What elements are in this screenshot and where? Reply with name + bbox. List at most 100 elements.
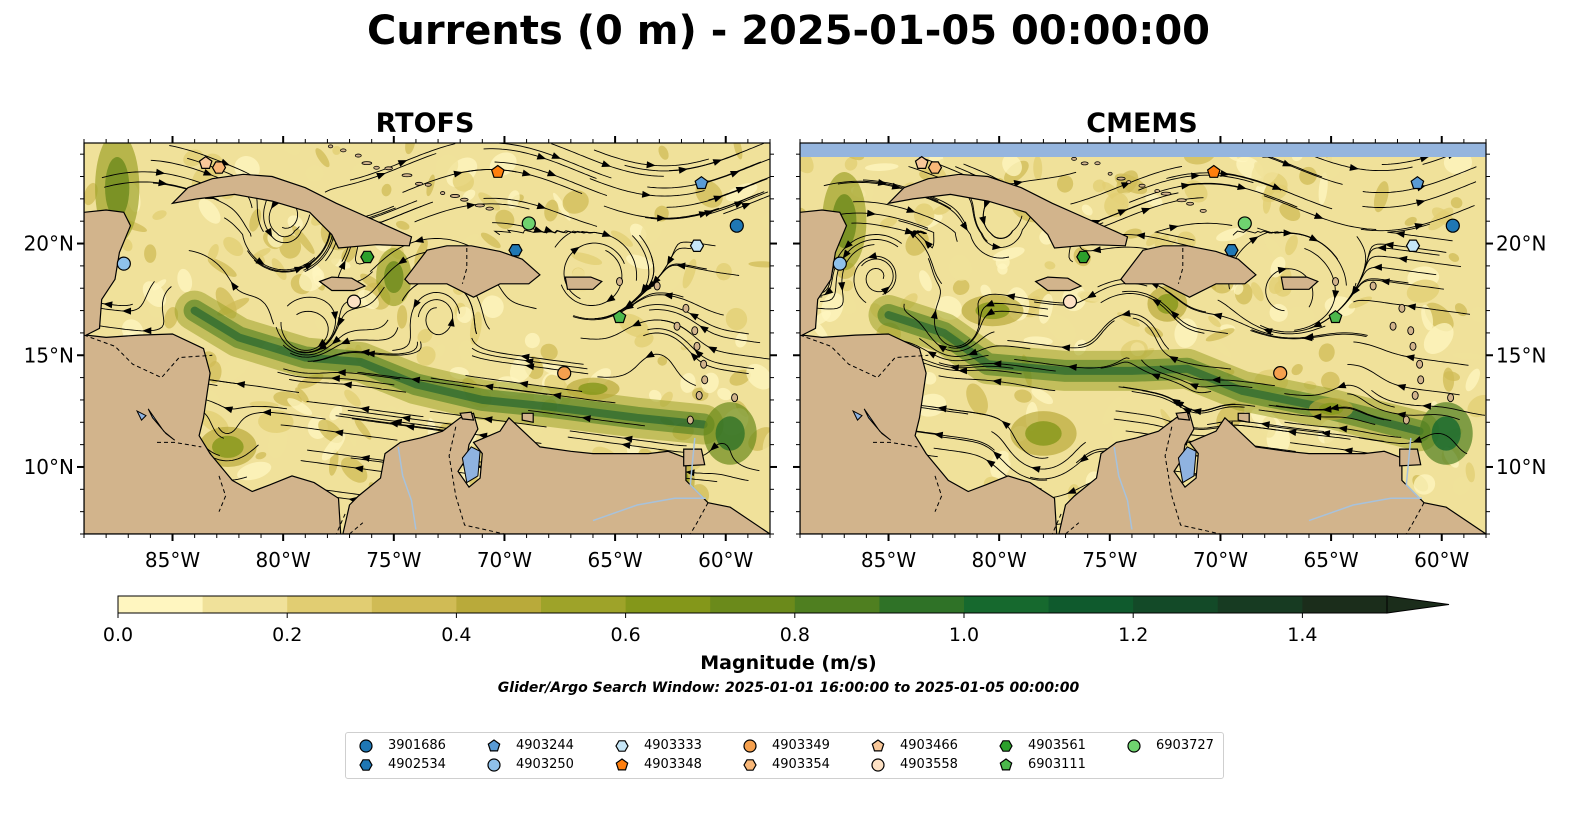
streamline-arrow	[1212, 312, 1223, 320]
colorbar-segment	[1133, 596, 1219, 613]
float-marker-4903354	[211, 161, 227, 174]
streamline-arrow	[1237, 183, 1247, 191]
speed-patch	[1208, 335, 1232, 358]
hexagon-marker-icon	[743, 759, 757, 771]
speed-patch	[255, 452, 267, 460]
speed-patch	[220, 354, 251, 382]
island	[485, 206, 494, 211]
country-border	[218, 475, 227, 512]
speed-patch	[305, 165, 324, 182]
speed-patch	[717, 387, 732, 401]
streamline-arrow	[958, 367, 968, 375]
float-markers	[832, 155, 1460, 381]
speed-patch	[1208, 315, 1221, 328]
colorbar-segment	[1217, 596, 1303, 613]
speed-patch	[725, 307, 748, 331]
map-frame	[83, 142, 771, 535]
speed-patch	[1013, 461, 1038, 473]
lon-tick-label: 60°W	[698, 548, 753, 572]
colorbar-segment	[625, 596, 711, 613]
circle-marker-icon	[359, 739, 373, 753]
streamline-arrow	[392, 418, 403, 426]
streamline-arrow	[1422, 402, 1432, 410]
speed-patch	[1184, 180, 1208, 203]
streamline-arrow	[1406, 303, 1417, 311]
island	[414, 181, 424, 186]
island	[1107, 171, 1113, 176]
streamline-arrow	[262, 408, 271, 416]
float-marker-6903727	[521, 216, 536, 231]
speed-patch	[362, 323, 385, 343]
float-marker-4903466	[914, 155, 929, 169]
streamline-arrow	[1277, 266, 1288, 274]
legend-marker-4903561	[999, 740, 1013, 752]
colorbar-tick-label: 1.0	[949, 624, 979, 646]
lon-tick-label: 75°W	[366, 548, 421, 572]
legend-marker-6903111	[999, 758, 1013, 771]
speed-patch	[1318, 172, 1328, 205]
island	[1402, 415, 1410, 425]
float-marker-4903558	[346, 294, 362, 309]
lat-tick-label: 15°N	[24, 343, 74, 367]
float-marker-4903466	[198, 155, 213, 169]
streamline-arrow	[694, 349, 704, 359]
speed-patch	[1318, 343, 1335, 362]
island	[1417, 375, 1425, 385]
streamline-arrow	[986, 459, 996, 468]
streamline-arrow	[1181, 182, 1191, 190]
colorbar-segment	[456, 596, 542, 613]
speed-patch	[1056, 175, 1074, 193]
speed-patch	[990, 450, 1011, 480]
streamline-arrow	[1372, 263, 1382, 271]
island	[1409, 341, 1417, 351]
float-marker-4902534	[508, 244, 523, 257]
legend-marker-4903349	[743, 739, 757, 753]
speed-patch	[919, 270, 932, 292]
streamline-arrow	[202, 168, 213, 176]
streamline-arrow	[730, 170, 740, 178]
streamline-arrow	[1174, 400, 1185, 409]
speed-patch	[207, 360, 222, 384]
island	[731, 393, 739, 403]
circle-marker-icon	[743, 739, 757, 753]
streamline-arrow	[410, 376, 421, 384]
speed-patch	[540, 343, 558, 361]
country-border	[157, 441, 202, 448]
streamline-arrow	[968, 348, 978, 356]
landmass	[521, 412, 534, 424]
float-marker-4903250	[832, 256, 847, 271]
streamline-arrow	[524, 363, 535, 371]
panel-title-rtofs: RTOFS	[375, 108, 475, 139]
speed-patch	[562, 190, 589, 214]
speed-patch	[344, 389, 361, 407]
landmass	[1237, 412, 1250, 424]
colorbar-segment	[879, 596, 965, 613]
float-marker-6903111	[1328, 310, 1343, 324]
speed-patch	[329, 405, 343, 421]
river	[689, 437, 705, 499]
speed-patch	[1081, 204, 1093, 216]
speed-patch	[610, 230, 634, 247]
island	[1411, 391, 1419, 400]
country-border	[349, 522, 364, 534]
streamline-arrow	[551, 152, 562, 159]
pentagon-marker-icon	[615, 758, 629, 771]
colorbar-segment	[1048, 596, 1134, 613]
legend-label: 4903244	[516, 738, 574, 753]
circle-marker-icon	[1127, 739, 1141, 753]
lake	[1177, 446, 1197, 484]
float-marker-4903561	[360, 250, 375, 264]
speed-patch	[459, 233, 479, 249]
country-border	[873, 441, 918, 448]
speed-patch	[1458, 173, 1472, 190]
map-panel-rtofs: 85°W 80°W 75°W 70°W 65°W 60°W 10°N 15°N 20°N	[24, 136, 777, 572]
streamline-arrow	[360, 405, 370, 413]
speed-patch	[414, 239, 428, 267]
island	[1416, 359, 1424, 369]
circle-marker-icon	[871, 758, 885, 772]
speed-patch	[1123, 228, 1142, 239]
colorbar-frame	[117, 595, 1388, 614]
streamline-arrow	[354, 465, 364, 473]
float-marker-4903561	[1076, 250, 1091, 264]
landmass	[1034, 276, 1083, 292]
